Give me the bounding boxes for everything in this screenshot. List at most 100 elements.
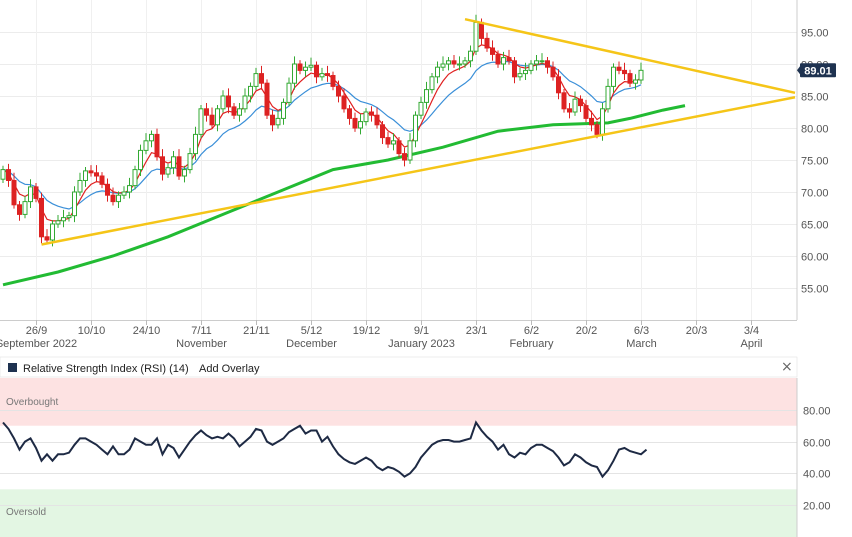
price-panel[interactable]: 55.0060.0065.0070.0075.0080.0085.0090.00… [0,0,836,320]
candle-down [110,194,116,203]
candle-down [44,236,50,241]
candle-up [446,60,451,65]
month-tick-label: December [286,338,337,350]
last-price-tag: 89.01 [797,63,836,78]
candle-down [561,92,567,110]
candle-up [501,57,506,65]
candle-up [121,191,127,196]
month-tick-label: February [509,338,554,350]
candle-down [402,153,407,161]
candle-down [583,105,589,119]
candle-up [611,66,616,87]
last-price-tag-background [800,63,836,78]
candle-up [539,60,545,63]
candle-down [264,82,270,116]
candle-up [187,153,193,171]
month-tick-label: January 2023 [388,338,455,350]
candle-up [292,63,297,84]
candle-up [517,73,523,78]
candle-down [314,64,319,78]
candle-up [457,63,462,66]
rsi-header: Relative Strength Index (RSI) (14) Add O… [0,356,798,378]
close-icon[interactable]: × [781,359,793,375]
oversold-label: Oversold [6,507,46,518]
candle-down [627,73,633,84]
price-y-tick-label: 70.00 [801,188,829,200]
month-tick-label: March [626,338,657,350]
candle-down [270,114,275,126]
candle-down [17,204,22,215]
candle-down [160,156,165,175]
candle-down [6,169,11,181]
candle-down [352,117,358,129]
candle-up [358,121,363,129]
date-tick-label: 5/12 [301,325,322,337]
candle-up [220,95,226,110]
price-y-tick-label: 95.00 [801,28,829,40]
candle-up [83,170,88,181]
trendlines-layer [41,17,796,246]
rsi-y-tick-label: 60.00 [803,438,831,450]
candle-up [242,95,248,110]
date-tick-label: 3/4 [744,325,759,337]
date-tick-label: 6/3 [634,325,649,337]
candle-up [363,111,369,123]
candle-down [105,183,110,196]
candle-up [308,64,314,68]
rsi-y-tick-label: 80.00 [803,406,831,418]
candle-up [407,140,413,161]
price-y-tick-label: 55.00 [801,284,829,296]
candle-down [259,73,264,84]
candle-down [385,137,391,145]
candle-down [336,85,341,97]
candle-down [374,114,380,126]
candle-up [127,185,132,193]
last-price-tag-arrow [797,66,800,75]
candle-up [215,108,220,126]
date-tick-label: 19/12 [353,325,381,337]
candle-up [22,201,28,215]
candle-up [248,85,253,97]
candle-down [39,197,44,238]
candle-up [440,63,446,68]
candle-down [380,124,385,139]
ma-long-layer [2,104,686,287]
date-tick-label: 20/2 [576,325,597,337]
price-y-tick-label: 80.00 [801,124,829,136]
overbought-zone [0,378,797,426]
add-overlay-button[interactable]: Add Overlay [199,363,260,375]
candle-up [72,191,77,217]
candle-up [182,169,187,177]
candle-up [605,85,611,110]
candle-down [396,140,402,155]
candle-down [33,186,39,199]
candle-down [545,60,550,68]
rsi-y-tick-label: 20.00 [803,501,831,513]
rsi-line [2,420,648,479]
rsi-y-ticks: 20.00 40.00 60.00 80.00 [803,406,831,513]
candle-up [528,63,534,71]
candle-up [253,73,259,87]
oversold-zone [0,489,797,537]
price-y-tick-label: 60.00 [801,252,829,264]
candle-up [523,69,528,75]
candle-down [484,37,490,49]
candle-up [28,186,33,203]
date-tick-label: 10/10 [78,325,106,337]
rsi-y-tick-label: 40.00 [803,469,831,481]
candle-down [154,133,160,158]
price-y-tick-label: 65.00 [801,220,829,232]
candle-down [550,66,556,78]
candle-up [600,108,605,135]
rsi-panel[interactable]: Overbought Oversold 20.00 40.00 60.00 80.00 [0,378,831,537]
candle-down [347,108,352,119]
price-y-tick-label: 85.00 [801,92,829,104]
candle-up [572,98,578,113]
candle-up [633,79,638,84]
candle-up [237,108,242,116]
candle-up [391,140,396,145]
date-tick-label: 24/10 [133,325,161,337]
candle-up [473,21,479,52]
